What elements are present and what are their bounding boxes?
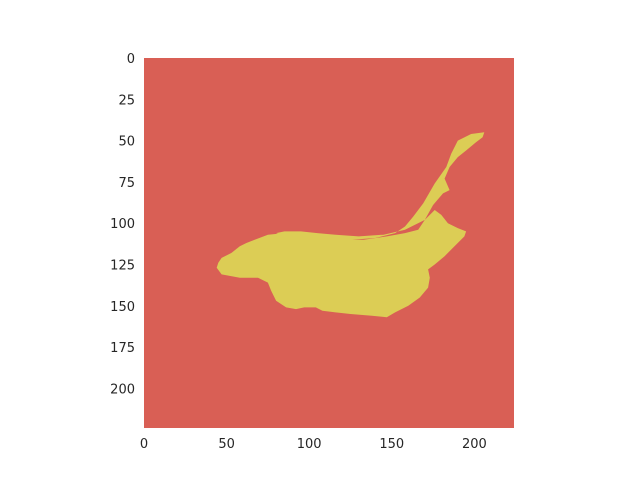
x-tick-label: 0 <box>140 437 148 452</box>
y-tick-label: 175 <box>110 341 135 356</box>
y-axis: 0 25 50 75 100 125 150 175 200 <box>110 52 135 397</box>
x-tick-label: 150 <box>379 437 404 452</box>
x-tick-label: 100 <box>297 437 322 452</box>
y-tick-label: 75 <box>118 176 135 191</box>
heatmap-foreground-region <box>216 132 485 318</box>
y-tick-label: 150 <box>110 300 135 315</box>
x-axis: 0 50 100 150 200 <box>140 437 487 452</box>
y-tick-label: 125 <box>110 258 135 273</box>
plot-area <box>144 58 514 428</box>
x-tick-label: 50 <box>218 437 235 452</box>
x-tick-label: 200 <box>462 437 487 452</box>
y-tick-label: 200 <box>110 382 135 397</box>
y-tick-label: 25 <box>118 93 135 108</box>
y-tick-label: 50 <box>118 135 135 150</box>
y-tick-label: 100 <box>110 217 135 232</box>
y-tick-label: 0 <box>127 52 135 67</box>
